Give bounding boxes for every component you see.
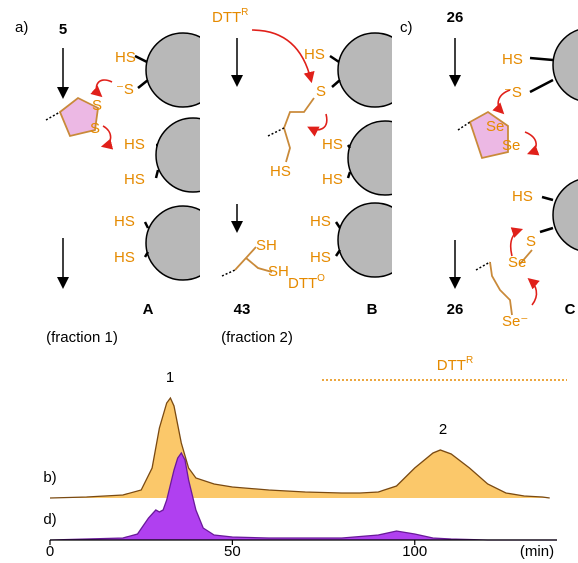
atom: HS — [310, 213, 331, 230]
resin-label: B — [367, 301, 378, 318]
area — [50, 453, 557, 540]
atom: HS — [512, 188, 533, 205]
atom: HS — [114, 249, 135, 266]
compound: 5 — [59, 21, 67, 38]
scheme: a) 5 HS ⁻S HS HS HS HS S S A (fraction 1… — [15, 7, 578, 346]
atom: HS — [304, 46, 325, 63]
series-label: b) — [43, 469, 56, 486]
x-tick-label: 50 — [224, 543, 241, 560]
panel-label: c) — [400, 19, 413, 36]
peak-label: 1 — [166, 369, 174, 386]
atom: SH — [256, 237, 277, 254]
atom: HS — [322, 171, 343, 188]
fraction: (fraction 2) — [221, 329, 293, 346]
reagent: DTTR — [212, 7, 248, 26]
atom: HS — [310, 249, 331, 266]
series-label: d) — [43, 511, 56, 528]
panel-label: a) — [15, 19, 28, 36]
byproduct: DTTO — [288, 273, 325, 292]
area — [50, 398, 550, 498]
atom: HS — [270, 163, 291, 180]
compound: 43 — [234, 301, 251, 318]
x-tick-label: 0 — [46, 543, 54, 560]
resin-beads — [337, 32, 392, 278]
trace — [49, 451, 557, 541]
fraction: (fraction 1) — [46, 329, 118, 346]
resin-label: C — [565, 301, 576, 318]
atom: HS — [322, 136, 343, 153]
compound: 26 — [447, 9, 464, 26]
atom: SH — [268, 263, 289, 280]
resin-beads — [145, 32, 200, 281]
x-axis-label: (min) — [520, 543, 554, 560]
atom: S — [526, 233, 536, 250]
atom: S — [92, 97, 102, 114]
atom: HS — [114, 213, 135, 230]
atom: HS — [115, 49, 136, 66]
atom: Se — [502, 137, 520, 154]
atom: HS — [124, 136, 145, 153]
atom: Se — [486, 118, 504, 135]
chromatogram: DTTR 1 2 (min) b) d) 0 50 100 — [43, 355, 567, 560]
atom: HS — [124, 171, 145, 188]
atom: ⁻S — [116, 81, 134, 98]
trace — [49, 396, 550, 499]
reference-label: DTTR — [437, 355, 473, 374]
atom: ⁻S — [504, 84, 522, 101]
compound: 26 — [447, 301, 464, 318]
atom: Se⁻ — [502, 313, 528, 330]
resin-label: A — [143, 301, 154, 318]
atom: HS — [502, 51, 523, 68]
peak-label: 2 — [439, 421, 447, 438]
atom: S — [316, 83, 326, 100]
atom: Se — [508, 254, 526, 271]
atom: S — [90, 120, 100, 137]
x-tick-label: 100 — [402, 543, 427, 560]
